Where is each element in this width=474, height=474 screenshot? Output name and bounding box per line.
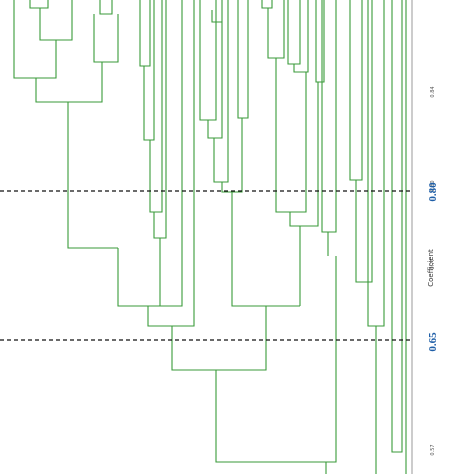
- branch light: [171, 306, 267, 371]
- branch: [391, 0, 403, 453]
- axis-tick-label: 0.77: [430, 258, 436, 269]
- branch: [117, 248, 160, 307]
- branch: [213, 0, 229, 183]
- branch: [149, 0, 163, 213]
- cutoff-label-065: 0.65: [427, 332, 439, 352]
- branch: [355, 0, 373, 283]
- branch: [199, 0, 217, 121]
- branch: [211, 10, 222, 23]
- branch: [287, 0, 301, 65]
- branch: [99, 0, 113, 15]
- branch: [349, 0, 363, 181]
- branch: [29, 0, 49, 9]
- branch: [367, 0, 385, 327]
- branch: [147, 0, 195, 327]
- branch: [159, 0, 183, 307]
- branch: [139, 0, 151, 67]
- branch light: [289, 82, 319, 227]
- branch: [67, 102, 118, 249]
- cutoff-label-080: 0.80: [427, 182, 439, 202]
- branch: [267, 0, 285, 59]
- dendrogram-branches: [13, 0, 407, 474]
- branch: [13, 0, 57, 79]
- axis-tick-label: 0.57: [430, 444, 436, 455]
- axis-tick-label: 0.80: [430, 180, 436, 191]
- branch: [153, 0, 167, 239]
- branch: [39, 0, 73, 41]
- branch: [207, 0, 223, 139]
- branch: [293, 0, 309, 73]
- axis-tick-label: 0.84: [430, 86, 436, 97]
- branch: [275, 58, 307, 213]
- branch light: [215, 256, 337, 463]
- branch: [35, 62, 103, 103]
- branch: [315, 0, 325, 83]
- branch light: [221, 118, 243, 193]
- branch: [143, 0, 155, 141]
- branch: [93, 14, 119, 63]
- branch: [321, 0, 337, 233]
- branch: [231, 192, 300, 307]
- axis-title: Coefficient: [427, 249, 435, 287]
- branch: [261, 0, 273, 9]
- branch: [237, 0, 249, 119]
